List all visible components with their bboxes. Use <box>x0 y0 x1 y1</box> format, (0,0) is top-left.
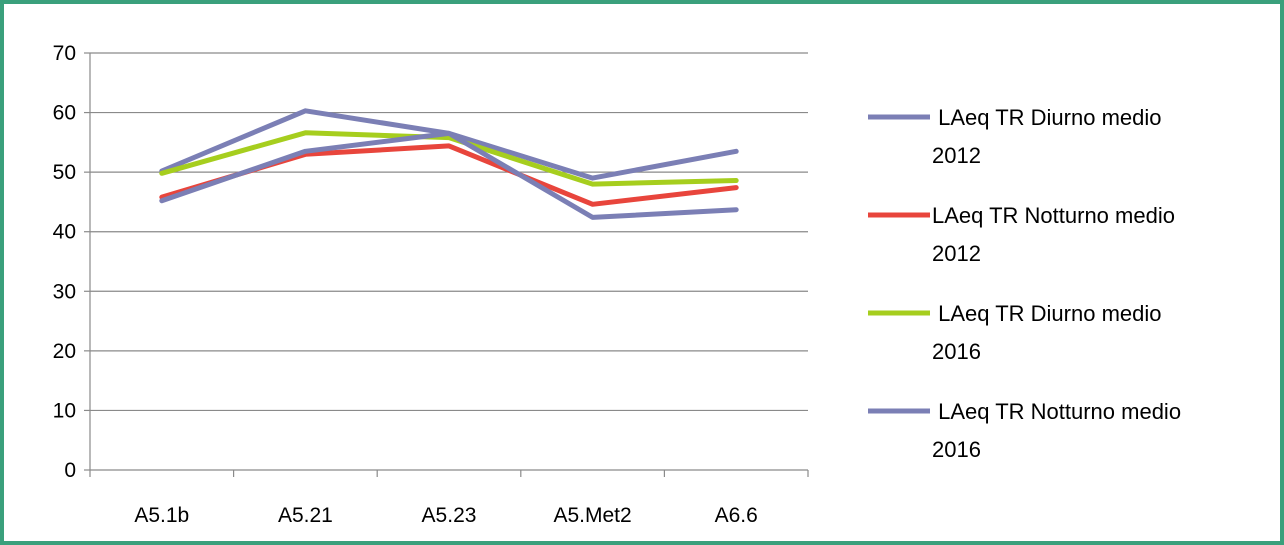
legend-entry: LAeq TR Notturno medio 2012 <box>868 203 1175 266</box>
y-tick-label: 0 <box>64 459 76 482</box>
y-tick-label: 30 <box>53 280 76 303</box>
x-tick-label: A6.6 <box>715 504 758 527</box>
legend-entry: LAeq TR Diurno medio 2012 <box>868 105 1162 168</box>
series-line-3 <box>159 130 739 187</box>
y-tick-label: 70 <box>53 42 76 65</box>
x-axis-ticks: A5.1b A5.21 A5.23 A5.Met2 A6.6 <box>89 470 809 527</box>
legend-label: 2016 <box>932 437 981 462</box>
legend-entry: LAeq TR Notturno medio 2016 <box>868 399 1181 462</box>
x-tick-label: A5.1b <box>134 504 189 527</box>
legend-label: LAeq TR Diurno medio <box>932 301 1162 326</box>
legend-label: 2016 <box>932 339 981 364</box>
x-tick-label: A5.Met2 <box>553 504 631 527</box>
y-axis-ticks: 0 10 20 30 40 50 60 70 <box>53 42 90 482</box>
y-tick-label: 40 <box>53 221 76 244</box>
legend-label: LAeq TR Diurno medio <box>932 105 1162 130</box>
y-tick-label: 50 <box>53 161 76 184</box>
x-tick-label: A5.21 <box>278 504 333 527</box>
legend-label: 2012 <box>932 143 981 168</box>
legend-label: 2012 <box>932 241 981 266</box>
gridlines <box>90 52 808 412</box>
y-tick-label: 10 <box>53 399 76 422</box>
axes <box>89 53 808 471</box>
x-tick-label: A5.23 <box>422 504 477 527</box>
series-lines <box>159 108 739 220</box>
legend-label: LAeq TR Notturno medio <box>932 399 1181 424</box>
legend-entry: LAeq TR Diurno medio 2016 <box>868 301 1162 364</box>
y-tick-label: 60 <box>53 102 76 125</box>
y-tick-label: 20 <box>53 340 76 363</box>
series-line-2 <box>159 143 739 207</box>
series-line-4 <box>159 130 739 220</box>
legend-label: LAeq TR Notturno medio <box>932 203 1175 228</box>
